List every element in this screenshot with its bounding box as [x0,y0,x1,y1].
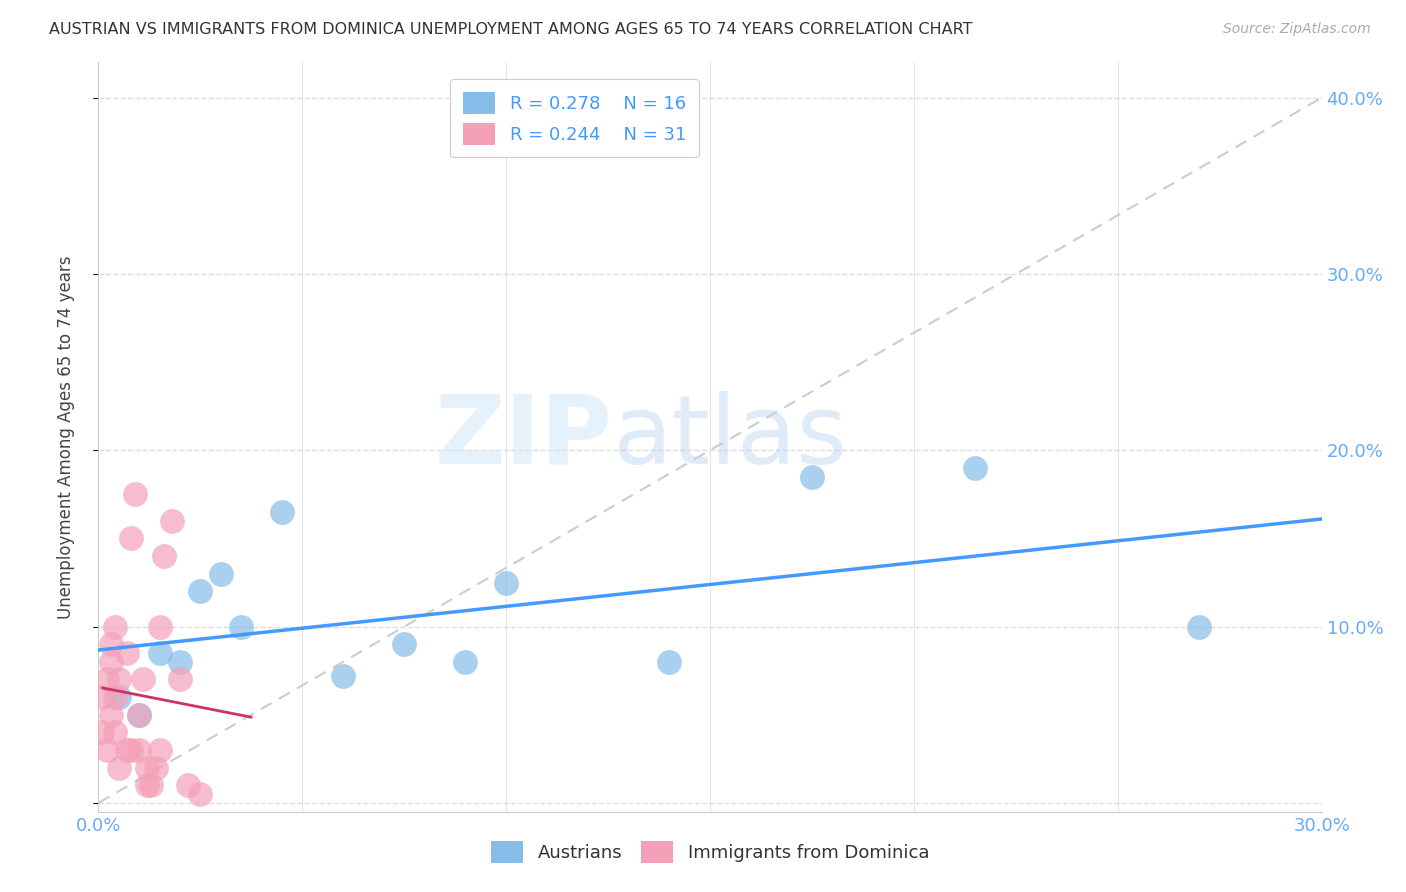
Point [141,778,163,792]
Point [160,514,183,528]
Point [392,637,416,651]
Point [120,532,142,546]
Point [136,778,159,792]
Point [100,707,122,722]
Point [169,655,191,669]
Point [104,725,127,739]
Point [96,743,118,757]
Point [108,673,131,687]
Text: AUSTRIAN VS IMMIGRANTS FROM DOMINICA UNEMPLOYMENT AMONG AGES 65 TO 74 YEARS CORR: AUSTRIAN VS IMMIGRANTS FROM DOMINICA UNE… [49,22,973,37]
Point [1188,619,1211,633]
Point [270,505,294,519]
Point [104,619,127,633]
Legend: Austrians, Immigrants from Dominica: Austrians, Immigrants from Dominica [484,834,936,870]
Point [332,669,354,683]
Point [209,566,232,581]
Point [120,743,142,757]
Point [149,619,172,633]
Point [115,646,138,660]
Point [965,461,987,475]
Point [495,575,517,590]
Point [96,673,118,687]
Point [152,549,174,563]
Point [104,690,127,705]
Point [124,487,146,501]
Point [231,619,253,633]
Point [177,778,200,792]
Point [149,646,172,660]
Point [100,637,122,651]
Point [115,743,138,757]
Point [128,707,150,722]
Point [108,690,131,705]
Point [91,690,114,705]
Point [188,787,212,801]
Point [132,673,155,687]
Y-axis label: Unemployment Among Ages 65 to 74 years: Unemployment Among Ages 65 to 74 years [56,255,75,619]
Text: ZIP: ZIP [434,391,612,483]
Point [658,655,681,669]
Point [128,707,150,722]
Point [91,725,114,739]
Point [145,761,167,775]
Point [188,584,212,599]
Point [100,655,122,669]
Point [169,673,191,687]
Point [801,469,824,483]
Text: Source: ZipAtlas.com: Source: ZipAtlas.com [1223,22,1371,37]
Point [128,743,150,757]
Text: atlas: atlas [612,391,848,483]
Point [108,761,131,775]
Point [149,743,172,757]
Point [136,761,159,775]
Point [454,655,477,669]
